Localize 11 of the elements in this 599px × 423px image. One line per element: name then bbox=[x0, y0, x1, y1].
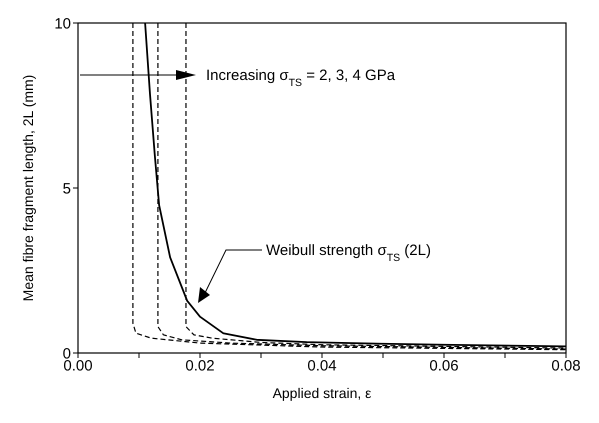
x-tick-label: 0.08 bbox=[551, 358, 581, 375]
annotation: Increasing σ$_{TS}$ = 2, 3, 4 GPa bbox=[206, 67, 396, 89]
annotation: Weibull strength σ$_{TS}$ (2L) bbox=[266, 242, 431, 264]
x-tick-label: 0.04 bbox=[307, 358, 337, 375]
x-tick-label: 0.00 bbox=[63, 358, 93, 375]
x-tick-label: 0.06 bbox=[429, 358, 459, 375]
y-tick-label: 5 bbox=[62, 180, 71, 198]
y-axis-title: Mean fibre fragment length, 2L (mm) bbox=[20, 74, 36, 302]
y-tick-label: 10 bbox=[54, 15, 71, 32]
x-tick-label: 0.02 bbox=[185, 358, 215, 375]
x-axis-title: Applied strain, ε bbox=[272, 385, 372, 401]
